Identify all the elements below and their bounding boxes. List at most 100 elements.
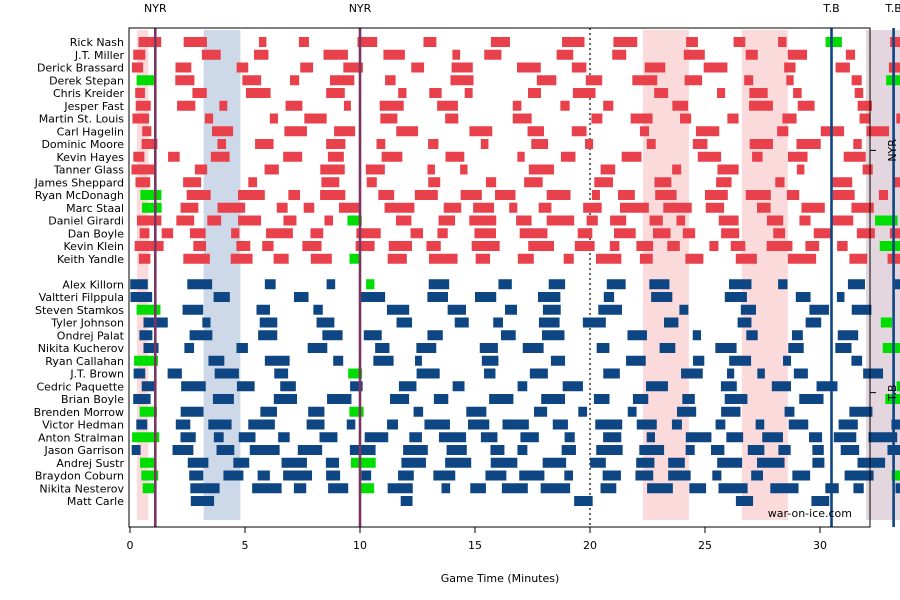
player-label: Ryan McDonagh — [35, 189, 124, 202]
shift-bar — [893, 177, 900, 188]
shift-bar — [131, 445, 141, 455]
shift-bar — [230, 253, 253, 264]
shift-bar — [703, 62, 728, 73]
shift-bar — [167, 368, 182, 379]
shift-bar — [805, 241, 820, 251]
shift-bar — [326, 279, 336, 290]
shift-bar — [595, 419, 623, 430]
shift-bar — [685, 253, 704, 264]
shift-bar — [512, 100, 522, 111]
shift-bar — [775, 177, 785, 188]
shift-bar — [297, 445, 323, 455]
shift-bar — [654, 88, 669, 98]
player-label: Braydon Coburn — [35, 470, 124, 483]
shift-bar — [204, 113, 214, 124]
shift-bar — [266, 228, 293, 239]
shift-bar — [365, 164, 385, 175]
shift-bar — [878, 190, 889, 200]
shift-bar — [255, 139, 274, 149]
shift-bar — [327, 151, 344, 162]
shift-bar — [516, 215, 532, 226]
shift-bar — [308, 406, 325, 417]
shift-bar — [400, 496, 413, 506]
shift-bar — [223, 470, 244, 481]
shift-bar — [644, 62, 666, 73]
shift-bar — [840, 445, 860, 455]
shift-bar — [583, 202, 602, 213]
shift-bar — [757, 202, 771, 213]
shift-bar — [349, 253, 361, 264]
shift-bar — [896, 113, 900, 124]
shift-bar — [778, 445, 791, 455]
shift-bar — [787, 151, 808, 162]
shift-bar — [572, 88, 596, 98]
shift-bar — [258, 37, 267, 47]
shift-bar — [866, 126, 889, 137]
shift-bar — [762, 432, 783, 443]
shift-bar — [427, 292, 448, 302]
shift-bar — [409, 432, 422, 443]
shift-bar — [387, 419, 399, 430]
shift-bar — [480, 432, 498, 443]
shift-bar — [189, 330, 213, 341]
shift-bar — [398, 88, 407, 98]
shift-bar — [334, 126, 356, 137]
shift-bar — [493, 317, 503, 328]
shift-bar — [376, 139, 386, 149]
shift-bar — [177, 100, 196, 111]
shift-bar — [591, 113, 603, 124]
shift-bar — [236, 241, 251, 251]
shift-bar — [264, 164, 279, 175]
shift-bar — [766, 215, 784, 226]
shift-bar — [288, 190, 301, 200]
shift-bar — [603, 368, 620, 379]
shift-bar — [437, 100, 458, 111]
player-label: Anton Stralman — [38, 431, 124, 444]
shift-bar — [613, 37, 638, 47]
shift-bar — [236, 62, 249, 73]
shift-bar — [480, 139, 489, 149]
shift-bar — [891, 470, 900, 481]
shift-bar — [542, 457, 567, 468]
goal-team-label: T.B — [822, 2, 839, 15]
shift-bar — [857, 100, 873, 111]
shift-bar — [141, 139, 158, 149]
shift-bar — [796, 139, 821, 149]
shift-bar — [257, 470, 270, 481]
shift-bar — [851, 304, 872, 315]
shift-bar — [651, 292, 673, 302]
shift-bar — [187, 457, 209, 468]
player-label: Daniel Girardi — [48, 215, 124, 228]
shift-bar — [894, 279, 900, 290]
shift-bar — [326, 139, 346, 149]
shift-bar — [283, 215, 297, 226]
shift-bar — [254, 49, 269, 60]
shift-bar — [562, 37, 585, 47]
shift-bar — [560, 151, 576, 162]
shift-bar — [175, 62, 192, 73]
shift-bar — [724, 292, 747, 302]
shift-bar — [213, 432, 224, 443]
shift-bar — [181, 381, 206, 392]
shift-bar — [574, 241, 595, 251]
shift-bar — [727, 368, 735, 379]
shift-bar — [273, 253, 289, 264]
shift-bar — [349, 406, 364, 417]
shift-bar — [346, 419, 356, 430]
shift-bar — [578, 406, 588, 417]
shift-bar — [141, 381, 156, 392]
shift-bar — [501, 330, 516, 341]
shift-bar — [613, 228, 636, 239]
shift-bar — [560, 100, 570, 111]
shift-bar — [682, 228, 696, 239]
shift-bar — [290, 75, 300, 86]
shift-bar — [260, 406, 277, 417]
shift-bar — [475, 253, 491, 264]
team-side-label: NYR — [886, 139, 899, 162]
shift-bar — [668, 470, 691, 481]
shift-bar — [851, 355, 863, 366]
shift-bar — [843, 151, 866, 162]
shift-bar — [672, 164, 682, 175]
shift-bar — [214, 368, 239, 379]
shift-bar — [751, 470, 763, 481]
